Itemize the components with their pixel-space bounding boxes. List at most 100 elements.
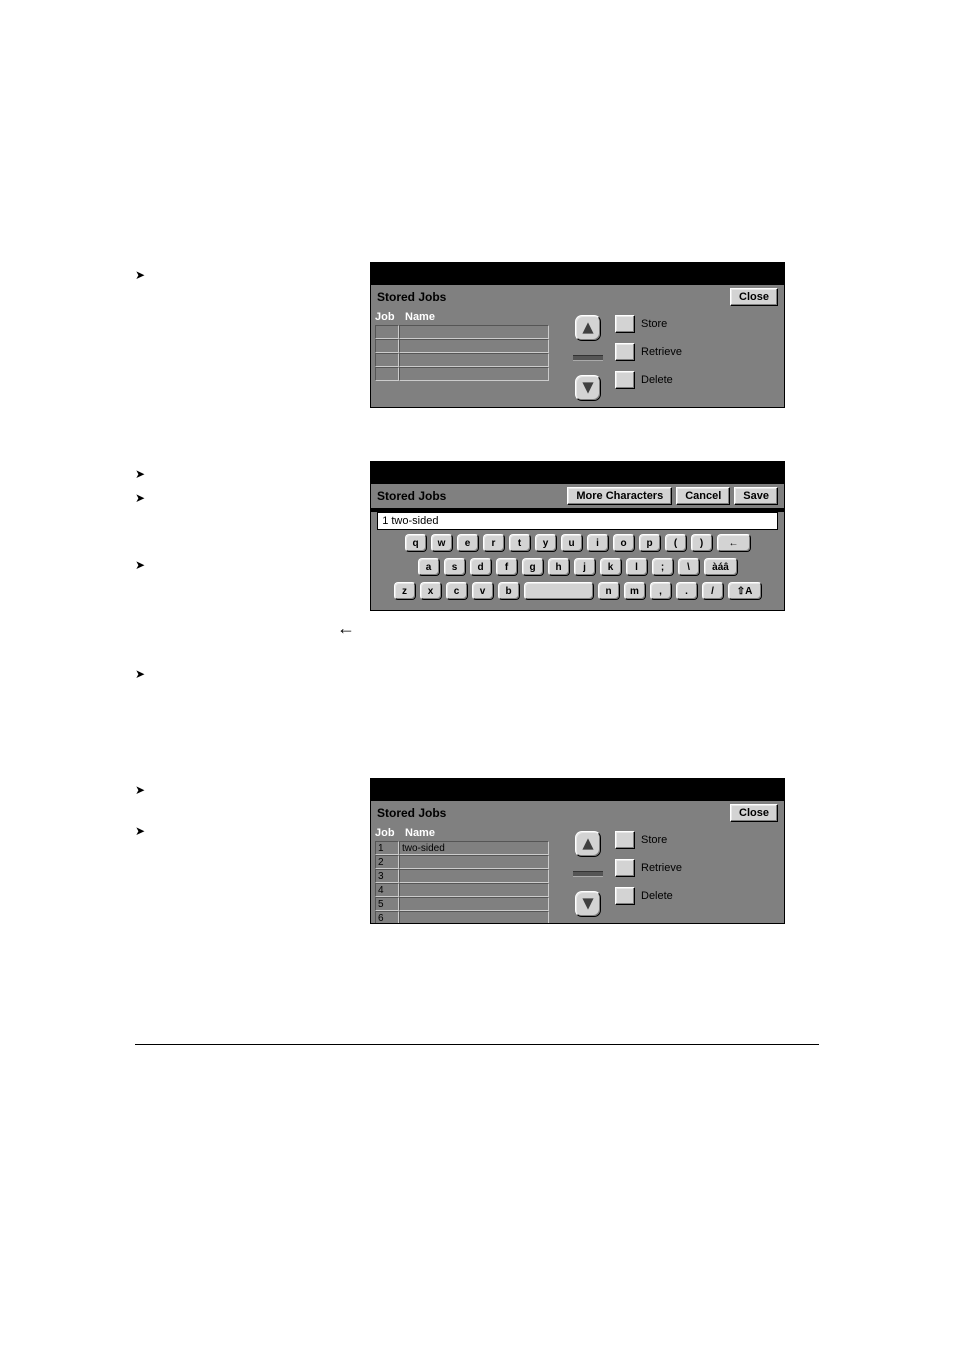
store-button[interactable] [615, 831, 635, 849]
bullet-icon: ➤ [135, 558, 145, 572]
key-v[interactable]: v [472, 582, 494, 600]
stored-jobs-panel-2: Stored Jobs Close Job Name 1two-sided 2 … [370, 778, 785, 924]
key-j[interactable]: j [574, 558, 596, 576]
panel-body: Job Name 1two-sided 2 3 4 5 6 Store Retr… [371, 825, 784, 923]
store-label: Store [641, 318, 667, 330]
key-l[interactable]: l [626, 558, 648, 576]
table-row[interactable]: 3 [375, 869, 567, 883]
key-f[interactable]: f [496, 558, 518, 576]
keyboard: q w e r t y u i o p ( ) ← a s d f g h [371, 534, 784, 606]
bullet-icon: ➤ [135, 824, 145, 838]
key-e[interactable]: e [457, 534, 479, 552]
table-row[interactable]: 5 [375, 897, 567, 911]
key-r[interactable]: r [483, 534, 505, 552]
close-button[interactable]: Close [730, 804, 778, 822]
table-row[interactable]: 1two-sided [375, 841, 567, 855]
key-x[interactable]: x [420, 582, 442, 600]
key-slash[interactable]: / [702, 582, 724, 600]
job-rows [375, 325, 567, 381]
key-d[interactable]: d [470, 558, 492, 576]
key-k[interactable]: k [600, 558, 622, 576]
action-column: Store Retrieve Delete [605, 825, 784, 923]
scroll-rail [573, 871, 603, 877]
bullet-icon: ➤ [135, 667, 145, 681]
key-i[interactable]: i [587, 534, 609, 552]
back-arrow-icon: ← [337, 618, 355, 639]
titlebar-black-strip [371, 263, 784, 285]
table-row[interactable]: 2 [375, 855, 567, 869]
delete-label: Delete [641, 374, 673, 386]
stored-jobs-panel-1: Stored Jobs Close Job Name Store Retriev… [370, 262, 785, 408]
job-list: Job Name [371, 309, 571, 407]
retrieve-button[interactable] [615, 343, 635, 361]
key-o[interactable]: o [613, 534, 635, 552]
close-button[interactable]: Close [730, 288, 778, 306]
table-row[interactable]: 6 [375, 911, 567, 924]
column-header-job: Job [375, 311, 399, 323]
store-button[interactable] [615, 315, 635, 333]
key-b[interactable]: b [498, 582, 520, 600]
delete-button[interactable] [615, 371, 635, 389]
panel-title: Stored Jobs [377, 290, 446, 304]
key-s[interactable]: s [444, 558, 466, 576]
column-header-name: Name [405, 311, 435, 323]
backspace-key[interactable]: ← [717, 534, 751, 552]
table-row[interactable] [375, 339, 567, 353]
key-h[interactable]: h [548, 558, 570, 576]
cancel-button[interactable]: Cancel [676, 487, 730, 505]
scroll-up-button[interactable] [575, 315, 601, 341]
column-header-name: Name [405, 827, 435, 839]
scroll-column [571, 309, 605, 407]
key-closeparen[interactable]: ) [691, 534, 713, 552]
more-characters-button[interactable]: More Characters [567, 487, 672, 505]
key-t[interactable]: t [509, 534, 531, 552]
spacebar-key[interactable] [524, 582, 594, 600]
titlebar-black-strip [371, 462, 784, 484]
key-w[interactable]: w [431, 534, 453, 552]
jobname-input[interactable]: 1 two-sided [377, 512, 778, 530]
scroll-up-button[interactable] [575, 831, 601, 857]
key-a[interactable]: a [418, 558, 440, 576]
save-button[interactable]: Save [734, 487, 778, 505]
bullet-icon: ➤ [135, 268, 145, 282]
scroll-column [571, 825, 605, 923]
key-u[interactable]: u [561, 534, 583, 552]
keyboard-row-2: a s d f g h j k l ; \ àáâ [377, 558, 778, 576]
keyboard-row-1: q w e r t y u i o p ( ) ← [377, 534, 778, 552]
key-q[interactable]: q [405, 534, 427, 552]
key-c[interactable]: c [446, 582, 468, 600]
table-row[interactable] [375, 325, 567, 339]
retrieve-button[interactable] [615, 859, 635, 877]
titlebar-black-strip [371, 779, 784, 801]
key-y[interactable]: y [535, 534, 557, 552]
bullet-icon: ➤ [135, 783, 145, 797]
table-row[interactable] [375, 353, 567, 367]
key-m[interactable]: m [624, 582, 646, 600]
key-n[interactable]: n [598, 582, 620, 600]
key-openparen[interactable]: ( [665, 534, 687, 552]
table-row[interactable] [375, 367, 567, 381]
bullet-icon: ➤ [135, 491, 145, 505]
titlebar: Stored Jobs Close [371, 285, 784, 309]
panel-title: Stored Jobs [377, 489, 446, 503]
column-header-job: Job [375, 827, 399, 839]
scroll-down-button[interactable] [575, 375, 601, 401]
key-period[interactable]: . [676, 582, 698, 600]
key-comma[interactable]: , [650, 582, 672, 600]
scroll-down-button[interactable] [575, 891, 601, 917]
key-p[interactable]: p [639, 534, 661, 552]
key-g[interactable]: g [522, 558, 544, 576]
key-z[interactable]: z [394, 582, 416, 600]
titlebar: Stored Jobs More Characters Cancel Save [371, 484, 784, 508]
key-semicolon[interactable]: ; [652, 558, 674, 576]
table-row[interactable]: 4 [375, 883, 567, 897]
retrieve-label: Retrieve [641, 862, 682, 874]
delete-button[interactable] [615, 887, 635, 905]
job-rows: 1two-sided 2 3 4 5 6 [375, 841, 567, 924]
accent-key[interactable]: àáâ [704, 558, 738, 576]
key-backslash[interactable]: \ [678, 558, 700, 576]
bullet-icon: ➤ [135, 467, 145, 481]
store-label: Store [641, 834, 667, 846]
retrieve-label: Retrieve [641, 346, 682, 358]
shift-key[interactable]: ⇧A [728, 582, 762, 600]
